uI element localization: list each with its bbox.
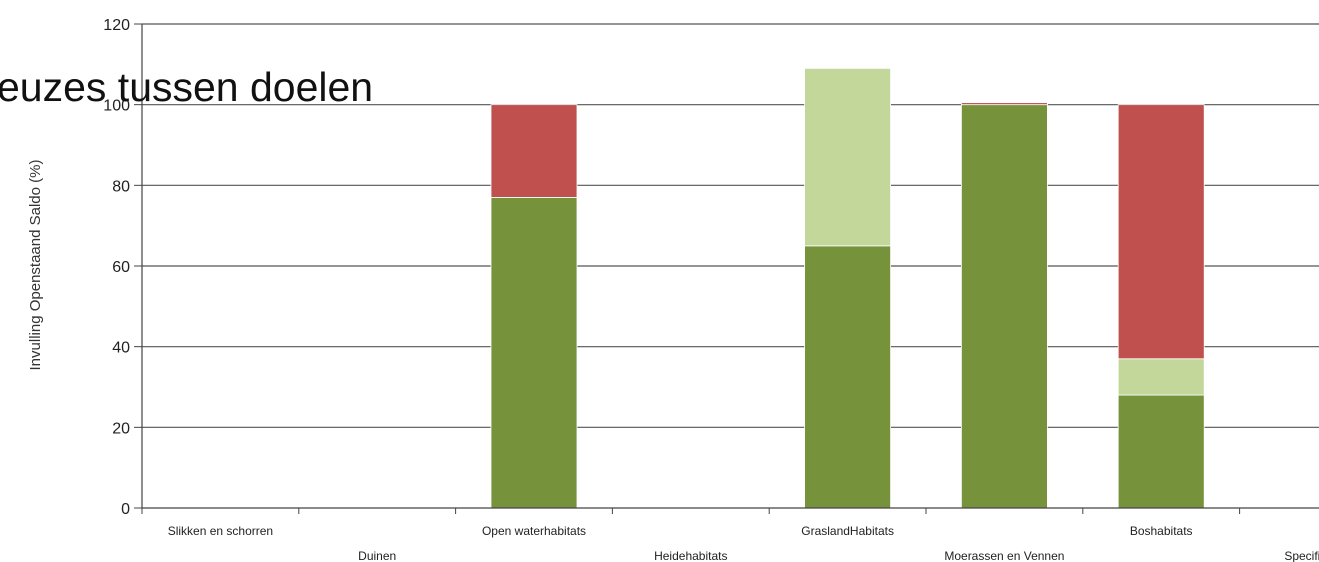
bar-segment [804,245,891,509]
y-tick-label: 60 [112,259,130,276]
y-tick-label: 80 [112,178,130,195]
category-label: Heidehabitats [654,549,727,562]
y-tick-label: 40 [112,340,130,357]
axes [134,23,1319,514]
y-tick-label: 20 [112,420,130,437]
bar-segment [1117,104,1205,360]
bar-segment [1117,358,1205,396]
bar-segment [490,197,578,509]
bar-segment [961,104,1048,509]
bar-segment [490,104,578,198]
bar-segment [1117,394,1205,509]
category-label: Open waterhabitats [482,524,586,538]
category-label: Duinen [358,549,396,562]
category-label: Slikken en schorren [168,524,273,538]
category-label: Moerassen en Vennen [944,549,1064,562]
category-label: GraslandHabitats [801,524,894,538]
overlay-title: euzes tussen doelen [0,64,373,110]
y-tick-label: 0 [121,501,130,518]
y-axis-label: Invulling Openstaand Saldo (%) [27,160,44,371]
y-tick-label: 100 [103,98,130,115]
bars [490,67,1205,509]
y-tick-label: 120 [103,17,130,34]
category-label: Boshabitats [1130,524,1193,538]
labels: 0 20 40 60 80 100 120 Slikken en schorren Duinen… [103,17,1319,562]
bar-segment [961,102,1048,106]
bar-segment [804,67,891,247]
category-label: Specifiek Do [1284,549,1319,562]
